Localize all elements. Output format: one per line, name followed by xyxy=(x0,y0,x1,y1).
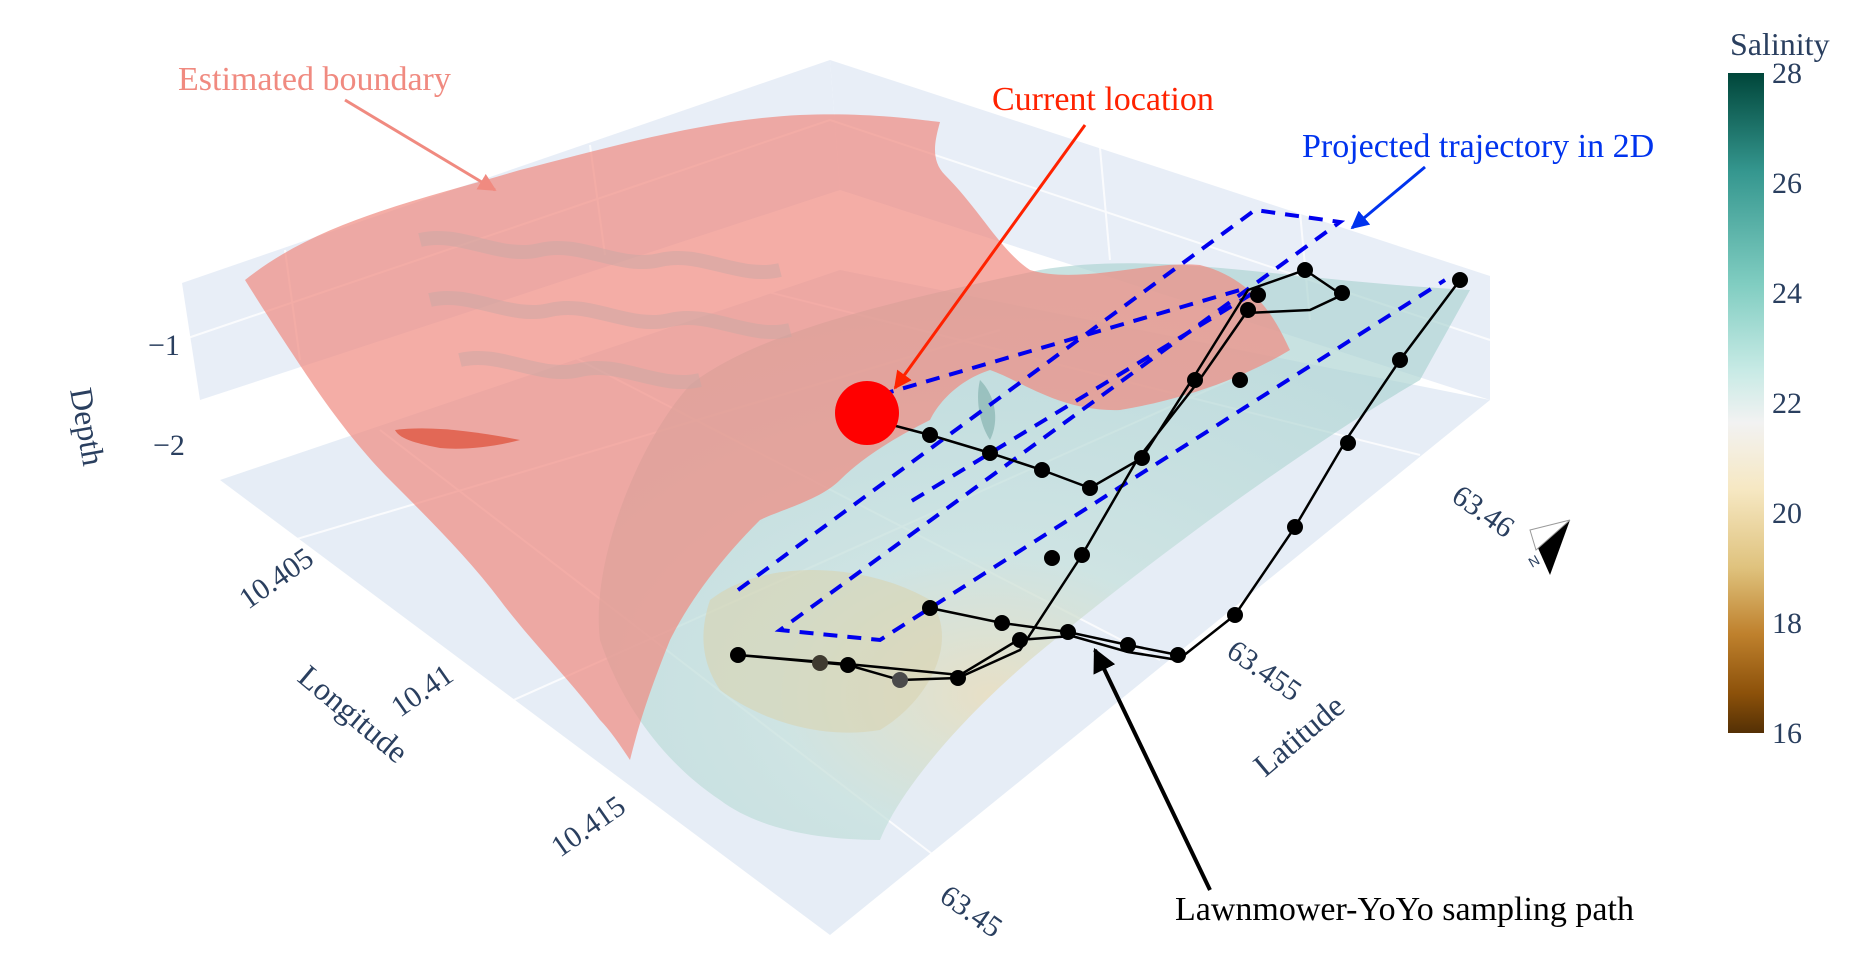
projected-trajectory-label: Projected trajectory in 2D xyxy=(1302,128,1654,165)
projected-trajectory-line xyxy=(736,207,1447,643)
estimated-boundary-label: Estimated boundary xyxy=(178,61,451,98)
current-location-marker xyxy=(835,381,899,445)
latitude-tick: 63.46 xyxy=(1446,479,1520,545)
latitude-tick: 63.45 xyxy=(934,879,1008,945)
sample-point xyxy=(1334,285,1350,301)
sample-point xyxy=(1250,287,1266,303)
sampling-path-label: Lawnmower-YoYo sampling path xyxy=(1175,891,1634,928)
sampling-path-markers xyxy=(730,262,1468,688)
colorbar-tick: 18 xyxy=(1772,607,1802,640)
sample-point xyxy=(812,655,828,671)
sample-point xyxy=(1044,550,1060,566)
sample-point xyxy=(1452,272,1468,288)
sample-point xyxy=(730,647,746,663)
sample-point xyxy=(840,657,856,673)
projected-trajectory-arrow xyxy=(1350,165,1426,230)
depth-tick: −1 xyxy=(148,329,180,362)
sample-point xyxy=(1034,462,1050,478)
latitude-tick: 63.455 xyxy=(1221,634,1308,708)
latitude-axis-title: Latitude xyxy=(1246,687,1351,783)
projected-trajectory-line-2 xyxy=(879,287,1255,507)
colorbar-tick: 26 xyxy=(1772,167,1802,200)
north-arrow-label: N xyxy=(1526,552,1543,571)
sample-point xyxy=(1227,607,1243,623)
colorbar: Salinity 28 26 24 22 20 18 16 xyxy=(1728,26,1830,750)
estimated-boundary-arrow xyxy=(344,98,497,192)
sample-point xyxy=(892,672,908,688)
longitude-tick: 10.415 xyxy=(545,789,632,863)
colorbar-title: Salinity xyxy=(1730,26,1830,62)
current-location-label: Current location xyxy=(992,81,1214,118)
colorbar-tick: 16 xyxy=(1772,717,1802,750)
sample-point xyxy=(1134,450,1150,466)
sample-point xyxy=(1240,302,1256,318)
current-location-arrow xyxy=(893,124,1087,390)
sample-point xyxy=(950,670,966,686)
sample-point xyxy=(922,427,938,443)
sample-point xyxy=(1082,480,1098,496)
sample-point xyxy=(1012,632,1028,648)
sample-point xyxy=(1232,372,1248,388)
sample-point xyxy=(1287,519,1303,535)
sample-point xyxy=(1392,352,1408,368)
colorbar-tick: 24 xyxy=(1772,277,1802,310)
colorbar-gradient xyxy=(1728,73,1764,733)
depth-axis-title: Depth xyxy=(63,385,112,468)
sample-point xyxy=(1340,435,1356,451)
boundary-small-patch xyxy=(395,428,520,449)
sampling-path-arrow xyxy=(1093,647,1212,891)
boundary-surface-ripples xyxy=(418,230,792,390)
salinity-surface-inner xyxy=(703,570,942,733)
colorbar-tick: 28 xyxy=(1772,57,1802,90)
estimated-boundary-surface xyxy=(245,114,1290,760)
sample-point xyxy=(1074,547,1090,563)
salinity-surface-fin xyxy=(978,380,996,440)
sampling-path-segment xyxy=(929,606,1179,657)
boundary-surface-main xyxy=(245,114,1290,760)
sample-point xyxy=(1297,262,1313,278)
projected-trajectory xyxy=(736,207,1447,643)
sample-point xyxy=(1187,372,1203,388)
sample-point xyxy=(982,445,998,461)
longitude-tick: 10.405 xyxy=(233,541,320,615)
north-arrow-icon: N xyxy=(1526,519,1571,575)
colorbar-tick: 22 xyxy=(1772,387,1802,420)
longitude-tick: 10.41 xyxy=(385,658,459,724)
colorbar-tick: 20 xyxy=(1772,497,1802,530)
depth-tick: −2 xyxy=(153,429,185,462)
sampling-path xyxy=(730,262,1468,688)
